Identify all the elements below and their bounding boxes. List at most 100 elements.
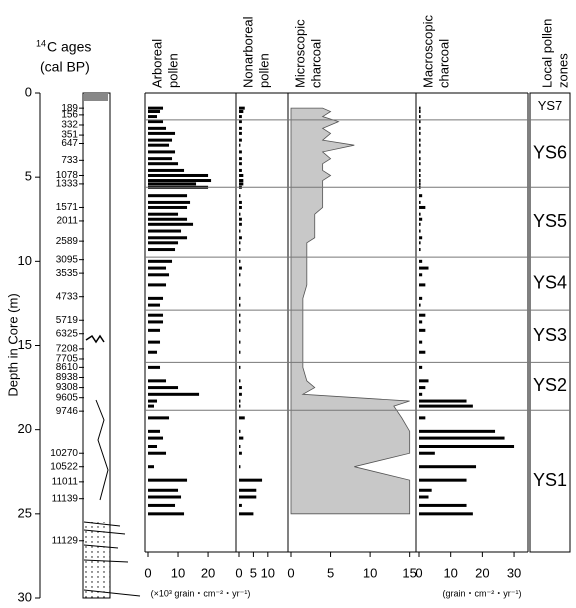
bar bbox=[148, 229, 182, 233]
bar bbox=[239, 168, 242, 172]
bar bbox=[148, 328, 161, 332]
bar bbox=[419, 106, 421, 110]
panel-title: pollen bbox=[256, 53, 271, 88]
bar bbox=[419, 283, 426, 287]
bar bbox=[148, 236, 188, 240]
bar bbox=[148, 451, 167, 455]
bar bbox=[419, 212, 421, 216]
panel-title: charcoal bbox=[308, 39, 323, 88]
bar bbox=[148, 386, 179, 390]
bar bbox=[419, 303, 421, 307]
zone-label: YS5 bbox=[533, 211, 567, 231]
age-label: 7208 bbox=[56, 344, 79, 355]
bar bbox=[239, 303, 241, 307]
bar bbox=[148, 350, 158, 354]
bar bbox=[419, 320, 423, 324]
bar bbox=[148, 248, 176, 252]
bar bbox=[419, 194, 423, 198]
age-label: 9746 bbox=[56, 406, 79, 417]
bar bbox=[419, 465, 477, 469]
bar bbox=[419, 429, 496, 433]
bar bbox=[239, 150, 242, 154]
depth-tick-label: 15 bbox=[18, 337, 32, 352]
bar bbox=[148, 194, 188, 198]
age-label: 4733 bbox=[56, 291, 79, 302]
bar bbox=[239, 379, 241, 383]
bar bbox=[148, 162, 179, 166]
panel-title: Nonarboreal bbox=[240, 16, 255, 88]
bar bbox=[419, 138, 421, 142]
age-label: 2589 bbox=[56, 236, 79, 247]
bar bbox=[239, 404, 241, 408]
bar bbox=[148, 173, 209, 177]
age-unit: (cal BP) bbox=[40, 59, 90, 75]
bar bbox=[419, 150, 421, 154]
bar bbox=[419, 162, 421, 166]
bar bbox=[148, 205, 188, 209]
bar bbox=[148, 212, 179, 216]
x-tick-label: 0 bbox=[144, 565, 151, 580]
bar bbox=[148, 106, 164, 110]
bar bbox=[419, 451, 435, 455]
panel-title: Macroscopic bbox=[420, 15, 435, 88]
bar bbox=[239, 194, 241, 198]
bar bbox=[148, 340, 161, 344]
bar bbox=[419, 110, 421, 114]
bar bbox=[419, 365, 423, 369]
x-tick-label: 5 bbox=[250, 565, 257, 580]
bar bbox=[239, 365, 241, 369]
age-label: 332 bbox=[61, 120, 78, 131]
bar bbox=[239, 120, 242, 124]
bar bbox=[419, 416, 426, 420]
bar bbox=[239, 173, 244, 177]
bar bbox=[148, 478, 188, 482]
bar bbox=[419, 182, 421, 186]
bar bbox=[239, 392, 242, 396]
age-label: 2011 bbox=[56, 216, 78, 227]
zone-title: Local pollen bbox=[539, 19, 554, 88]
bar bbox=[148, 110, 161, 114]
bar bbox=[148, 416, 170, 420]
age-label: 10522 bbox=[50, 461, 78, 472]
bar bbox=[239, 266, 242, 270]
zone-label: YS3 bbox=[533, 325, 567, 345]
bar bbox=[419, 379, 429, 383]
age-label: 6325 bbox=[56, 328, 79, 339]
bar bbox=[239, 131, 242, 135]
bar bbox=[148, 120, 164, 124]
bar bbox=[239, 328, 241, 332]
age-label: 7705 bbox=[56, 354, 79, 365]
bar bbox=[419, 168, 421, 172]
x-unit: (×10³ grain・cm⁻²・yr⁻¹) bbox=[151, 588, 251, 598]
bar bbox=[239, 162, 242, 166]
bar bbox=[239, 436, 244, 440]
bar bbox=[419, 328, 426, 332]
bar bbox=[239, 248, 241, 252]
bar bbox=[419, 222, 421, 226]
bar bbox=[419, 236, 423, 240]
x-tick-label: 20 bbox=[201, 565, 215, 580]
age-label: 156 bbox=[61, 110, 78, 121]
bar bbox=[148, 404, 155, 408]
bar bbox=[419, 445, 515, 448]
bar bbox=[419, 115, 421, 119]
bar bbox=[419, 488, 432, 492]
bar bbox=[148, 182, 197, 186]
bar bbox=[239, 110, 244, 114]
bar bbox=[148, 379, 167, 383]
bar bbox=[239, 236, 242, 240]
bar bbox=[239, 179, 244, 183]
bar bbox=[239, 115, 242, 119]
depth-tick-label: 0 bbox=[25, 84, 32, 99]
bar bbox=[148, 313, 164, 317]
x-tick-label: 0 bbox=[235, 565, 242, 580]
x-tick-label: 10 bbox=[261, 565, 275, 580]
bar bbox=[148, 503, 176, 507]
bar bbox=[148, 303, 161, 307]
zone-title: zones bbox=[555, 53, 570, 88]
bar bbox=[239, 386, 242, 390]
bar bbox=[148, 143, 170, 147]
bar bbox=[419, 200, 421, 204]
panel-title: Arboreal bbox=[149, 39, 164, 88]
